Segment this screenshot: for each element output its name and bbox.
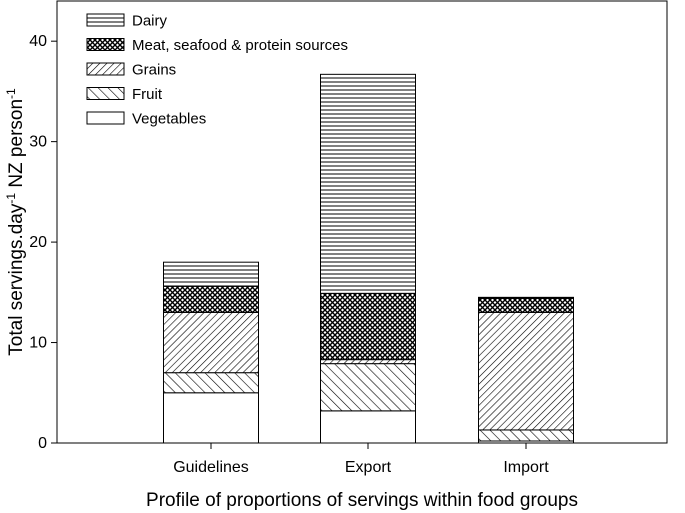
bar-import-fruit — [478, 429, 574, 442]
bar-import-dairy — [478, 296, 574, 299]
y-tick-label: 40 — [29, 33, 47, 50]
bar-guidelines-dairy — [163, 261, 259, 287]
bars-group — [163, 73, 574, 444]
x-tick-label-export: Export — [345, 459, 392, 476]
legend-label-meat-seafood-protein-sources: Meat, seafood & protein sources — [132, 37, 348, 54]
bar-export-vegetables — [320, 410, 416, 444]
bar-export-meat-seafood-protein-sources — [320, 292, 416, 361]
y-tick-label: 30 — [29, 134, 47, 151]
legend-label-dairy: Dairy — [132, 13, 168, 30]
legend-label-fruit: Fruit — [132, 86, 163, 103]
y-tick-label: 0 — [38, 435, 47, 452]
legend-swatch-fruit — [86, 87, 125, 100]
y-tick-label: 10 — [29, 335, 47, 352]
y-axis: 0 10 20 30 40 — [29, 33, 57, 452]
x-tick-label-guidelines: Guidelines — [173, 459, 249, 476]
bar-guidelines-fruit — [163, 372, 259, 394]
bar-export-grains — [320, 359, 416, 365]
bar-export-fruit — [320, 363, 416, 412]
y-tick-label: 20 — [29, 234, 47, 251]
x-tick-label-import: Import — [503, 459, 549, 476]
legend: Dairy Meat, seafood & protein sources Grai… — [86, 13, 348, 128]
legend-swatch-dairy — [86, 13, 125, 27]
bar-guidelines-vegetables — [163, 392, 259, 444]
bar-export-dairy — [320, 73, 416, 294]
bar-import-grains — [478, 311, 574, 431]
legend-swatch-grains — [86, 62, 125, 76]
legend-swatch-meat-seafood-protein-sources — [86, 38, 125, 51]
bar-import-meat-seafood-protein-sources — [478, 297, 574, 313]
bar-guidelines-grains — [163, 311, 259, 374]
bar-guidelines-meat-seafood-protein-sources — [163, 285, 259, 313]
legend-label-vegetables: Vegetables — [132, 111, 206, 128]
legend-swatch-vegetables — [86, 111, 125, 125]
legend-label-grains: Grains — [132, 62, 176, 79]
x-axis-title: Profile of proportions of servings withi… — [146, 490, 578, 511]
y-axis-title: Total servings.day-1 NZ person-1 — [4, 88, 27, 356]
x-axis: Guidelines Export Import — [173, 443, 549, 476]
